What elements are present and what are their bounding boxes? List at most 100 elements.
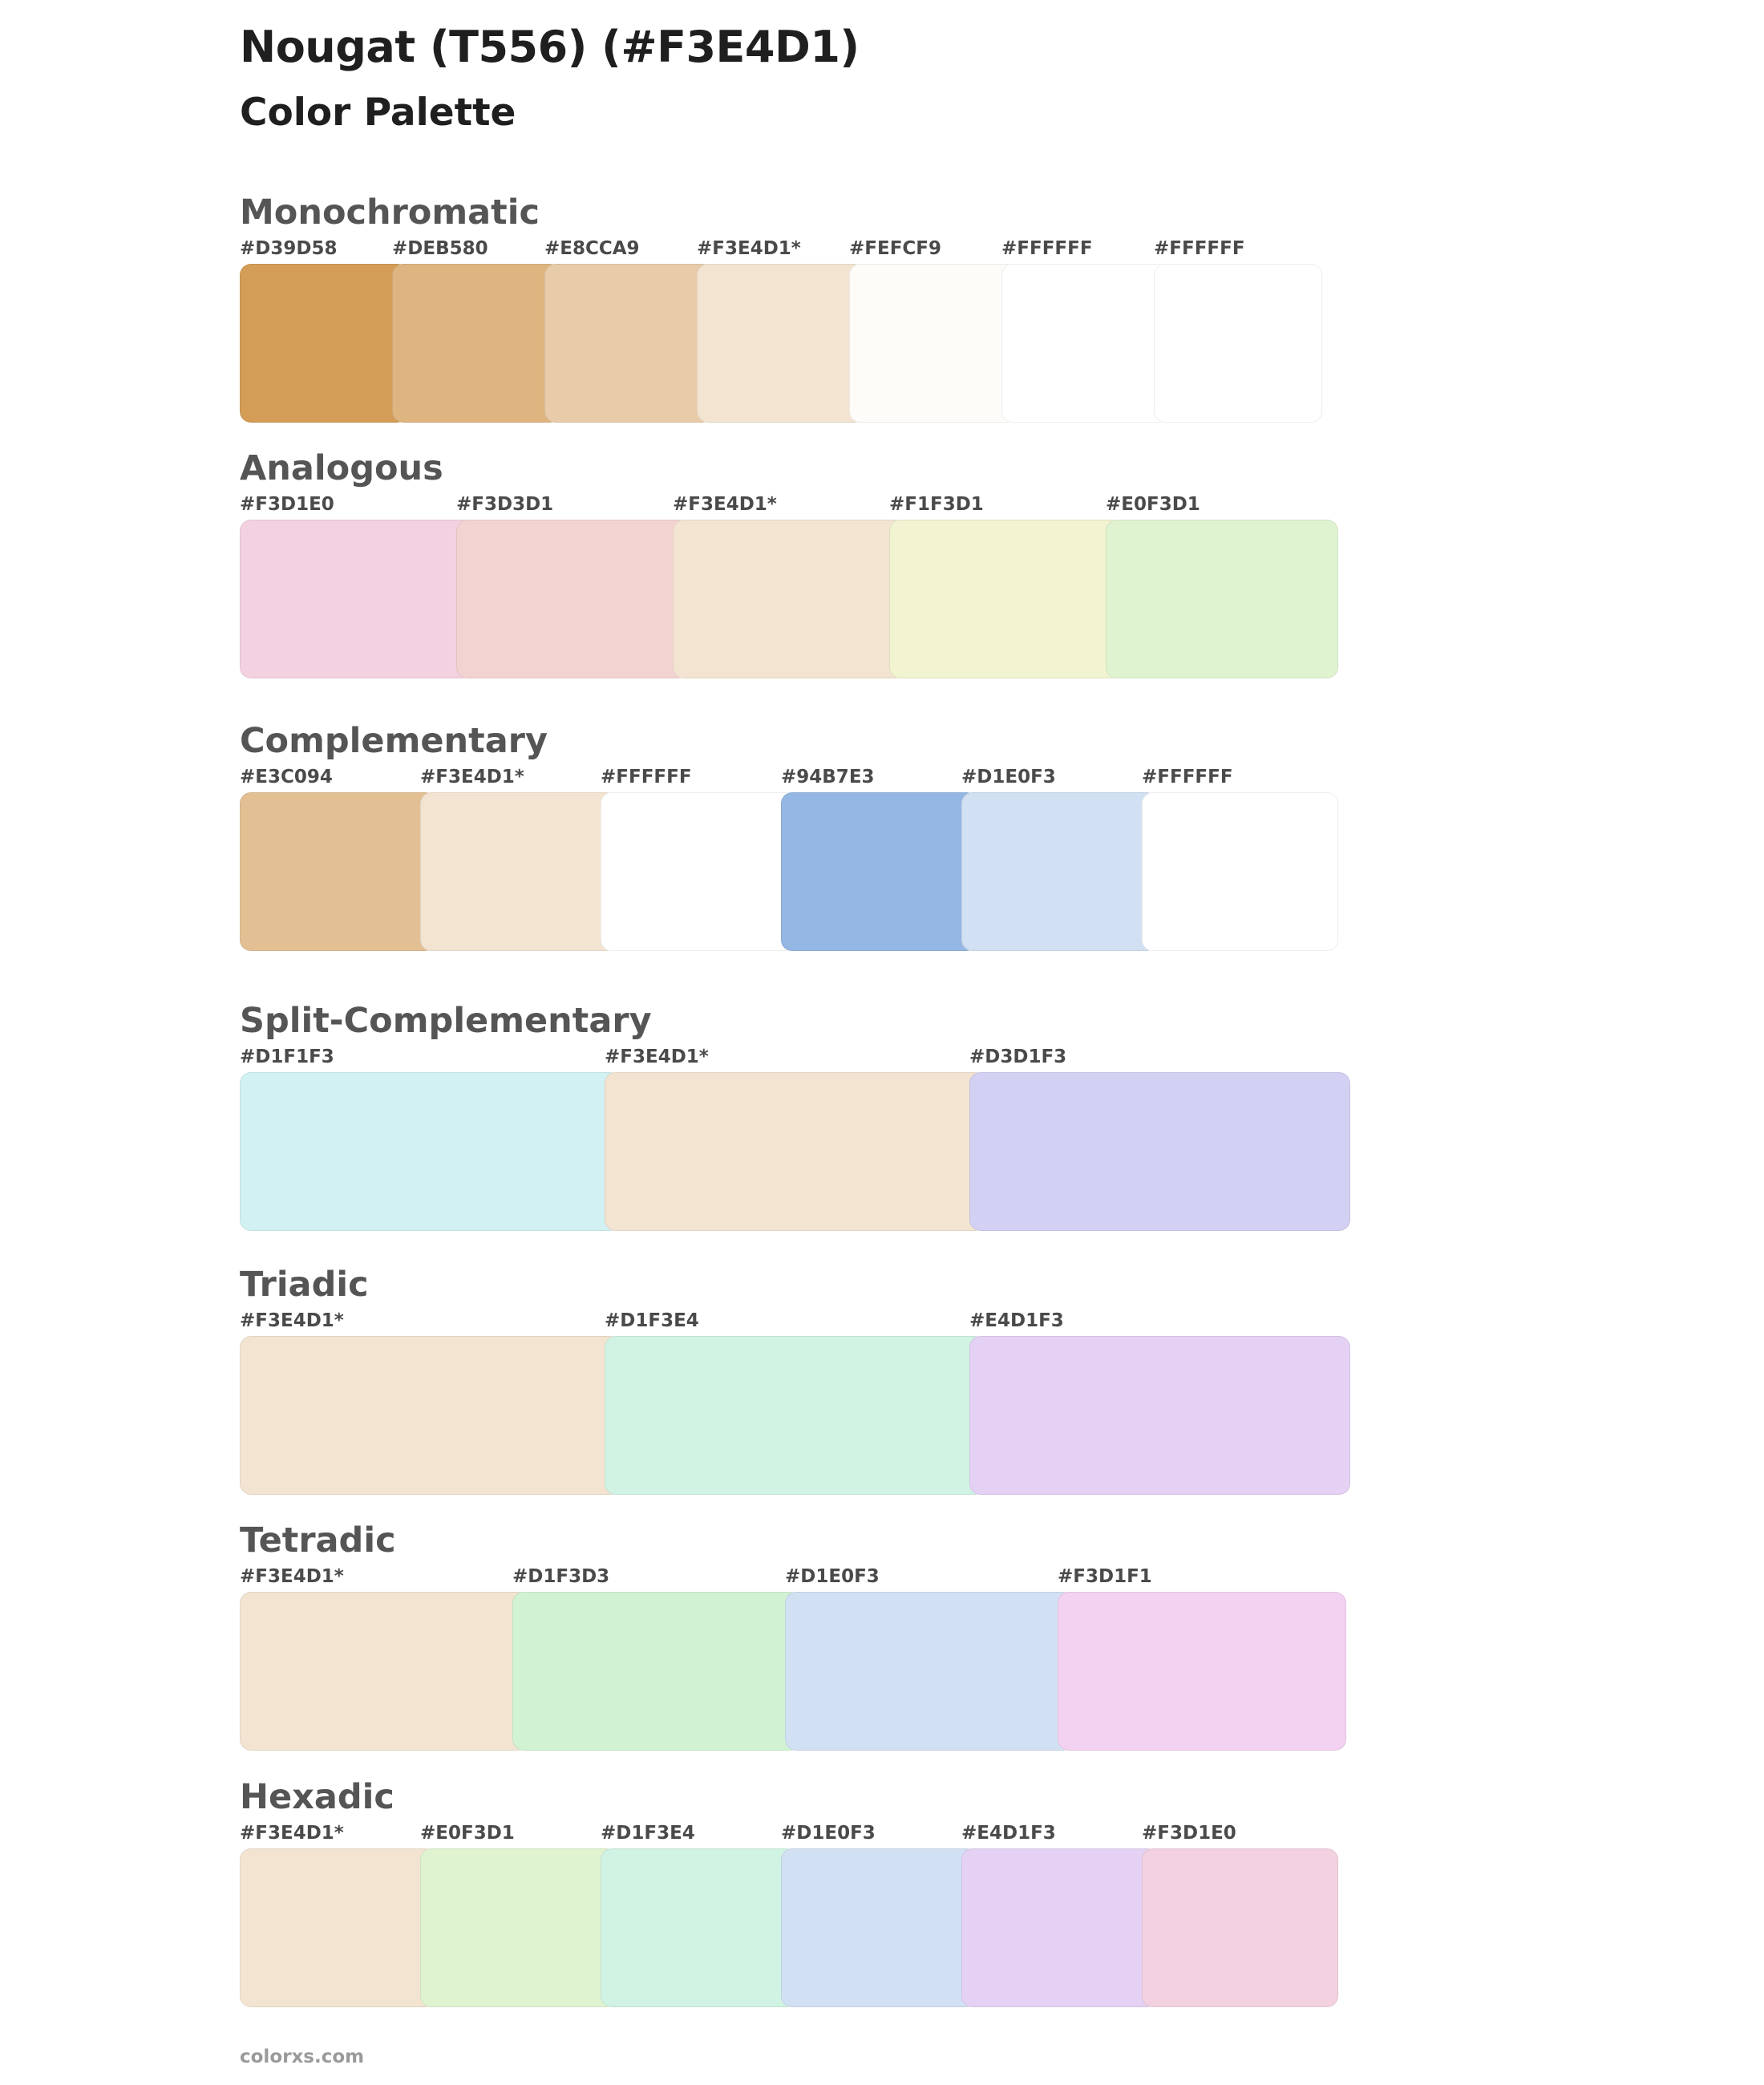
- color-swatch[interactable]: #D1E0F3: [961, 763, 1158, 951]
- color-box[interactable]: [1106, 520, 1338, 678]
- color-swatch[interactable]: #F3D1E0: [240, 491, 472, 678]
- hex-label: #E4D1F3: [969, 1310, 1064, 1331]
- color-swatch[interactable]: #D1F3E4: [605, 1307, 985, 1495]
- color-swatch[interactable]: #F3E4D1*: [605, 1043, 985, 1231]
- color-swatch[interactable]: #FFFFFF: [1001, 235, 1170, 423]
- color-box[interactable]: [240, 1072, 621, 1231]
- hex-label: #D1F3E4: [601, 1823, 695, 1844]
- color-swatch[interactable]: #D1F3D3: [512, 1563, 801, 1751]
- hex-label: #F3D1F1: [1058, 1566, 1152, 1587]
- color-box[interactable]: [605, 1072, 985, 1231]
- color-swatch[interactable]: #F3D1F1: [1058, 1563, 1346, 1751]
- swatch-row: #D39D58 #DEB580 #E8CCA9 #F3E4D1* #FEFCF9 #FFF…: [240, 235, 1362, 434]
- section-analogous: Analogous #F3D1E0 #F3D3D1 #F3E4D1* #F1F3D1 #E…: [240, 446, 1362, 690]
- hex-label: #E0F3D1: [420, 1823, 515, 1844]
- color-box[interactable]: [605, 1336, 985, 1495]
- color-swatch[interactable]: #F3D3D1: [456, 491, 689, 678]
- color-box[interactable]: [969, 1072, 1350, 1231]
- color-swatch[interactable]: #E4D1F3: [961, 1820, 1158, 2007]
- hex-label: #F3E4D1*: [673, 494, 777, 515]
- color-swatch[interactable]: #F3E4D1*: [673, 491, 905, 678]
- swatch-row: #F3E4D1* #E0F3D1 #D1F3E4 #D1E0F3 #E4D1F3 #F3D…: [240, 1820, 1362, 2018]
- hex-label: #E8CCA9: [544, 238, 640, 259]
- color-swatch[interactable]: #E4D1F3: [969, 1307, 1350, 1495]
- hex-label: #F3D3D1: [456, 494, 554, 515]
- color-box[interactable]: [781, 1848, 977, 2007]
- hex-label: #F3E4D1*: [240, 1823, 344, 1844]
- color-box[interactable]: [849, 264, 1018, 423]
- color-box[interactable]: [1142, 1848, 1338, 2007]
- color-swatch[interactable]: #D39D58: [240, 235, 408, 423]
- page-title: Nougat (T556) (#F3E4D1): [240, 22, 860, 72]
- color-swatch[interactable]: #E8CCA9: [544, 235, 713, 423]
- color-box[interactable]: [601, 792, 797, 951]
- hex-label: #D1E0F3: [781, 1823, 876, 1844]
- color-swatch[interactable]: #D1E0F3: [781, 1820, 977, 2007]
- section-title: Tetradic: [240, 1520, 396, 1561]
- color-box[interactable]: [240, 264, 408, 423]
- section-title: Split-Complementary: [240, 1001, 652, 1041]
- color-swatch[interactable]: #D1F1F3: [240, 1043, 621, 1231]
- color-box[interactable]: [1154, 264, 1322, 423]
- color-swatch[interactable]: #D1F3E4: [601, 1820, 797, 2007]
- color-box[interactable]: [1001, 264, 1170, 423]
- color-box[interactable]: [673, 520, 905, 678]
- hex-label: #D1F1F3: [240, 1047, 334, 1067]
- color-box[interactable]: [420, 1848, 617, 2007]
- color-box[interactable]: [544, 264, 713, 423]
- color-box[interactable]: [961, 792, 1158, 951]
- color-swatch[interactable]: #F3E4D1*: [420, 763, 617, 951]
- color-swatch[interactable]: #F1F3D1: [889, 491, 1122, 678]
- color-swatch[interactable]: #F3D1E0: [1142, 1820, 1338, 2007]
- color-box[interactable]: [420, 792, 617, 951]
- hex-label: #FFFFFF: [1142, 767, 1233, 787]
- color-box[interactable]: [961, 1848, 1158, 2007]
- color-box[interactable]: [601, 1848, 797, 2007]
- color-swatch[interactable]: #FFFFFF: [1142, 763, 1338, 951]
- color-swatch[interactable]: #D3D1F3: [969, 1043, 1350, 1231]
- color-box[interactable]: [240, 1592, 528, 1751]
- color-box[interactable]: [240, 1848, 436, 2007]
- section-title: Monochromatic: [240, 192, 540, 233]
- hex-label: #FFFFFF: [1001, 238, 1093, 259]
- color-box[interactable]: [1058, 1592, 1346, 1751]
- color-box[interactable]: [240, 792, 436, 951]
- color-swatch[interactable]: #F3E4D1*: [697, 235, 865, 423]
- color-swatch[interactable]: #F3E4D1*: [240, 1563, 528, 1751]
- color-box[interactable]: [969, 1336, 1350, 1495]
- color-box[interactable]: [240, 520, 472, 678]
- color-swatch[interactable]: #E0F3D1: [420, 1820, 617, 2007]
- color-swatch[interactable]: #D1E0F3: [785, 1563, 1074, 1751]
- section-complementary: Complementary #E3C094 #F3E4D1* #FFFFFF #94B7…: [240, 719, 1362, 962]
- hex-label: #D1E0F3: [961, 767, 1056, 787]
- color-box[interactable]: [456, 520, 689, 678]
- section-tetradic: Tetradic #F3E4D1* #D1F3D3 #D1E0F3 #F3D1F1: [240, 1518, 1362, 1762]
- footer-credit: colorxs.com: [240, 2047, 365, 2067]
- color-swatch[interactable]: #FEFCF9: [849, 235, 1018, 423]
- color-swatch[interactable]: #E0F3D1: [1106, 491, 1338, 678]
- color-swatch[interactable]: #F3E4D1*: [240, 1820, 436, 2007]
- color-box[interactable]: [889, 520, 1122, 678]
- hex-label: #FFFFFF: [601, 767, 692, 787]
- color-swatch[interactable]: #FFFFFF: [1154, 235, 1322, 423]
- hex-label: #F3E4D1*: [240, 1310, 344, 1331]
- section-triadic: Triadic #F3E4D1* #D1F3E4 #E4D1F3: [240, 1262, 1362, 1506]
- hex-label: #FFFFFF: [1154, 238, 1245, 259]
- color-box[interactable]: [512, 1592, 801, 1751]
- color-box[interactable]: [240, 1336, 621, 1495]
- color-box[interactable]: [392, 264, 560, 423]
- hex-label: #94B7E3: [781, 767, 875, 787]
- color-swatch[interactable]: #DEB580: [392, 235, 560, 423]
- color-swatch[interactable]: #E3C094: [240, 763, 436, 951]
- color-box[interactable]: [785, 1592, 1074, 1751]
- color-box[interactable]: [781, 792, 977, 951]
- color-swatch[interactable]: #FFFFFF: [601, 763, 797, 951]
- color-box[interactable]: [1142, 792, 1338, 951]
- color-box[interactable]: [697, 264, 865, 423]
- color-swatch[interactable]: #F3E4D1*: [240, 1307, 621, 1495]
- section-title: Analogous: [240, 448, 443, 488]
- color-swatch[interactable]: #94B7E3: [781, 763, 977, 951]
- hex-label: #F3E4D1*: [605, 1047, 709, 1067]
- hex-label: #E4D1F3: [961, 1823, 1056, 1844]
- section-split-complementary: Split-Complementary #D1F1F3 #F3E4D1* #D3D1F…: [240, 998, 1362, 1242]
